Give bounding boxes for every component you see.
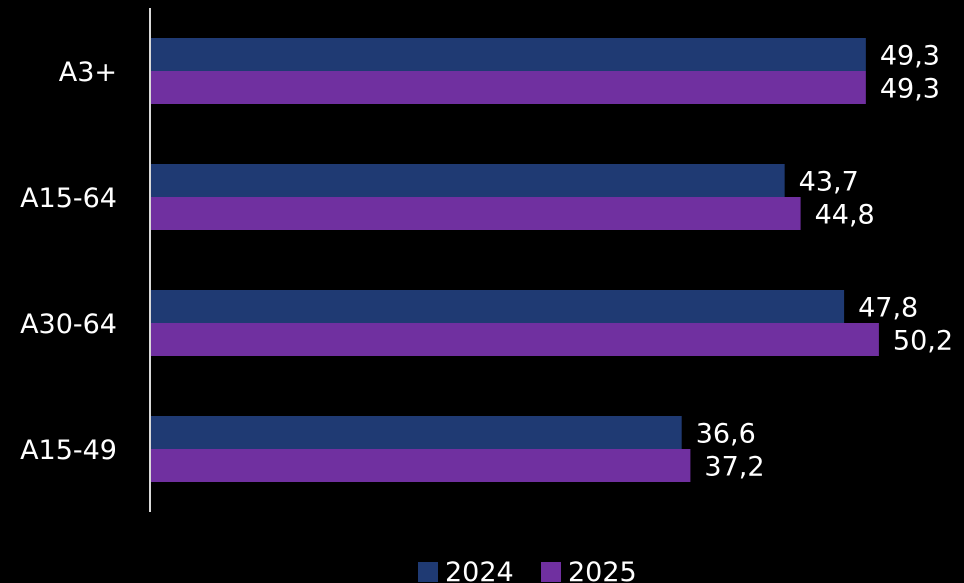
category-label: A15-64 (20, 183, 117, 214)
bar-2024-A15-49 (151, 416, 682, 449)
data-label: 43,7 (799, 167, 859, 198)
category-label: A30-64 (20, 309, 117, 340)
category-label: A3+ (59, 57, 117, 88)
data-labels: 49,349,3 43,744,8 47,850,2 36,637,2 (696, 41, 953, 483)
bar-2025-A3+ (151, 71, 866, 104)
category-labels: A3+ A15-64 A30-64 A15-49 (20, 57, 117, 466)
bar-2024-A15-64 (151, 164, 785, 197)
legend-swatch-2025 (541, 562, 561, 582)
bar-2025-A30-64 (151, 323, 879, 356)
bar-2025-A15-49 (151, 449, 691, 482)
legend-label: 2024 (445, 557, 514, 583)
legend: 2024 2025 (418, 557, 637, 583)
bar-2024-A3+ (151, 38, 866, 71)
data-label: 36,6 (696, 419, 756, 450)
data-label: 50,2 (893, 326, 953, 357)
legend-swatch-2024 (418, 562, 438, 582)
bars-layer (151, 38, 879, 482)
bar-2024-A30-64 (151, 290, 845, 323)
legend-label: 2025 (568, 557, 637, 583)
data-label: 49,3 (880, 74, 940, 105)
data-label: 37,2 (704, 452, 764, 483)
data-label: 49,3 (880, 41, 940, 72)
data-label: 47,8 (858, 293, 918, 324)
data-label: 44,8 (815, 200, 875, 231)
bar-2025-A15-64 (151, 197, 801, 230)
category-label: A15-49 (20, 435, 117, 466)
